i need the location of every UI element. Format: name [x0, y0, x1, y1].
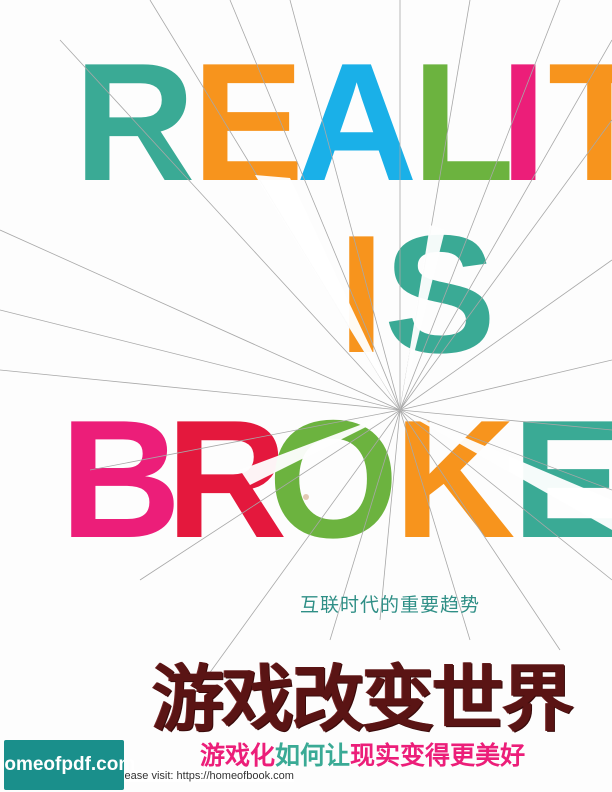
- title-letter-o: O: [268, 385, 399, 573]
- title-letter-b: B: [60, 385, 182, 573]
- chinese-title: 游戏改变世界: [152, 656, 574, 741]
- title-letter-r1: R: [74, 28, 196, 216]
- title-letter-e1: E: [192, 28, 305, 216]
- cover-subtitle: 互联时代的重要趋势: [300, 594, 481, 616]
- title-letter-s: S: [384, 200, 497, 388]
- tagline-part: 游戏化: [200, 741, 276, 770]
- title-letter-e2: E: [512, 385, 612, 573]
- tagline-part: 如何让: [275, 741, 351, 770]
- watermark-badge[interactable]: homeofpdf.com: [0, 740, 135, 790]
- title-letter-i2: I: [338, 200, 385, 388]
- title-letter-k: K: [394, 385, 516, 573]
- title-letter-a: A: [296, 28, 418, 216]
- title-letter-t: T: [548, 28, 612, 216]
- watermark-visit-text[interactable]: please visit: https://homeofbook.com: [116, 770, 294, 782]
- title-letter-i1: I: [500, 28, 547, 216]
- cover-tagline: 游戏化如何让现实变得更美好: [200, 736, 525, 772]
- tagline-part: 现实: [350, 741, 401, 770]
- tagline-part: 更美好: [450, 741, 526, 770]
- tagline-part: 变得: [400, 741, 451, 770]
